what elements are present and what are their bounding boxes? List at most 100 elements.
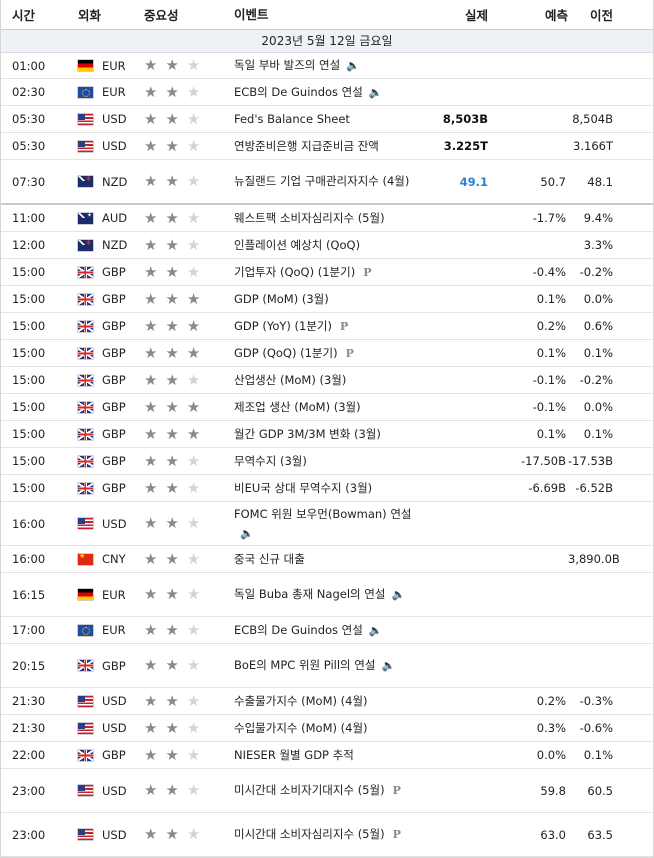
event-currency: CNY [69, 552, 132, 566]
event-title[interactable]: GDP (QoQ) (1분기) [234, 345, 338, 360]
table-row[interactable]: 16:00 CNY ★ ★ ★ 중국 신규 대출 3,890.0B [1, 546, 653, 573]
event-title[interactable]: 독일 Buba 총재 Nagel의 연설 [234, 587, 386, 601]
event-name[interactable]: GDP (MoM) (3월) [224, 290, 424, 309]
speaker-icon: 🔈 [381, 659, 396, 672]
event-title[interactable]: GDP (YoY) (1분기) [234, 318, 332, 333]
table-row[interactable]: 21:30 USD ★ ★ ★ 수입물가지수 (MoM) (4월) 0.3% -0.6% [1, 715, 653, 742]
star-icon: ★ [144, 478, 158, 497]
table-row[interactable]: 15:00 GBP ★ ★ ★ 제조업 생산 (MoM) (3월) -0.1% 0.0% [1, 394, 653, 421]
event-title[interactable]: 수출물가지수 (MoM) (4월) [234, 693, 368, 708]
importance-stars: ★ ★ ★ [132, 720, 224, 736]
event-name[interactable]: 제조업 생산 (MoM) (3월) [224, 398, 424, 417]
event-title[interactable]: 월간 GDP 3M/3M 변화 (3월) [234, 426, 381, 441]
event-name[interactable]: 비EU국 상대 무역수지 (3월) [224, 479, 424, 498]
event-name[interactable]: 무역수지 (3월) [224, 452, 424, 471]
event-title[interactable]: FOMC 위원 보우먼(Bowman) 연설 [234, 506, 412, 521]
event-title[interactable]: 미시간대 소비자기대지수 (5월) [234, 783, 385, 797]
table-row[interactable]: 23:00 USD ★ ★ ★ 미시간대 소비자심리지수 (5월) P 63.0 63.5 [1, 813, 653, 857]
event-name[interactable]: 미시간대 소비자심리지수 (5월) P [224, 825, 424, 844]
event-title[interactable]: 수입물가지수 (MoM) (4월) [234, 720, 368, 735]
flag-eu-icon [78, 624, 93, 636]
flag-de-icon [78, 589, 93, 600]
table-row[interactable]: 05:30 USD ★ ★ ★ Fed's Balance Sheet 8,503B 8,50… [1, 106, 653, 133]
table-row[interactable]: 12:00 NZD ★ ★ ★ 인플레이션 예상치 (QoQ) 3.3% [1, 232, 653, 259]
event-name[interactable]: 중국 신규 대출 [224, 550, 424, 569]
event-title[interactable]: 미시간대 소비자심리지수 (5월) [234, 827, 385, 841]
table-row[interactable]: 20:15 GBP ★ ★ ★ BoE의 MPC 위원 Pill의 연설 🔈 [1, 644, 653, 688]
event-name[interactable]: ECB의 De Guindos 연설 🔈 [224, 83, 424, 102]
table-row[interactable]: 15:00 GBP ★ ★ ★ 무역수지 (3월) -17.50B -17.53B [1, 448, 653, 475]
event-name[interactable]: GDP (QoQ) (1분기) P [224, 344, 424, 363]
event-currency: NZD [69, 175, 132, 189]
event-name[interactable]: ECB의 De Guindos 연설 🔈 [224, 621, 424, 640]
table-row[interactable]: 15:00 GBP ★ ★ ★ GDP (QoQ) (1분기) P 0.1% 0.1% [1, 340, 653, 367]
table-row[interactable]: 16:15 EUR ★ ★ ★ 독일 Buba 총재 Nagel의 연설 🔈 [1, 573, 653, 617]
event-title[interactable]: ECB의 De Guindos 연설 [234, 622, 363, 637]
preliminary-icon: P [345, 346, 354, 360]
event-actual: 8,503B [442, 112, 488, 126]
event-name[interactable]: 미시간대 소비자기대지수 (5월) P [224, 781, 424, 800]
event-name[interactable]: FOMC 위원 보우먼(Bowman) 연설 🔈 [224, 505, 424, 543]
table-row[interactable]: 11:00 AUD ★ ★ ★ 웨스트팩 소비자심리지수 (5월) -1.7% 9.4% [1, 205, 653, 232]
flag-gb-icon [78, 482, 93, 494]
importance-stars: ★ ★ ★ [132, 399, 224, 415]
event-title[interactable]: 무역수지 (3월) [234, 453, 307, 468]
event-title[interactable]: 연방준비은행 지급준비금 잔액 [234, 138, 379, 153]
table-row[interactable]: 16:00 USD ★ ★ ★ FOMC 위원 보우먼(Bowman) 연설 🔈 [1, 502, 653, 546]
table-row[interactable]: 22:00 GBP ★ ★ ★ NIESER 월별 GDP 추적 0.0% 0.1% [1, 742, 653, 769]
event-title[interactable]: 인플레이션 예상치 (QoQ) [234, 237, 361, 252]
event-title[interactable]: 기업투자 (QoQ) (1분기) [234, 264, 356, 279]
event-name[interactable]: 웨스트팩 소비자심리지수 (5월) [224, 209, 424, 228]
table-row[interactable]: 05:30 USD ★ ★ ★ 연방준비은행 지급준비금 잔액 3.225T 3.166T [1, 133, 653, 160]
table-row[interactable]: 02:30 EUR ★ ★ ★ ECB의 De Guindos 연설 🔈 [1, 79, 653, 106]
event-title[interactable]: 산업생산 (MoM) (3월) [234, 372, 347, 387]
event-title[interactable]: BoE의 MPC 위원 Pill의 연설 [234, 658, 376, 672]
star-icon: ★ [144, 549, 158, 568]
event-name[interactable]: 수입물가지수 (MoM) (4월) [224, 719, 424, 738]
star-icon: ★ [165, 478, 179, 497]
event-title[interactable]: 중국 신규 대출 [234, 551, 305, 566]
event-title[interactable]: Fed's Balance Sheet [234, 111, 350, 126]
table-row[interactable]: 23:00 USD ★ ★ ★ 미시간대 소비자기대지수 (5월) P 59.8 60.5 [1, 769, 653, 813]
event-currency: GBP [69, 748, 132, 762]
event-title[interactable]: 웨스트팩 소비자심리지수 (5월) [234, 210, 385, 225]
event-name[interactable]: BoE의 MPC 위원 Pill의 연설 🔈 [224, 656, 424, 675]
event-name[interactable]: Fed's Balance Sheet [224, 110, 424, 129]
table-row[interactable]: 21:30 USD ★ ★ ★ 수출물가지수 (MoM) (4월) 0.2% -0.3% [1, 688, 653, 715]
event-name[interactable]: 기업투자 (QoQ) (1분기) P [224, 263, 424, 282]
event-name[interactable]: 뉴질랜드 기업 구매관리자지수 (4월) [224, 172, 424, 191]
event-name[interactable]: GDP (YoY) (1분기) P [224, 317, 424, 336]
event-name[interactable]: NIESER 월별 GDP 추적 [224, 746, 424, 765]
table-row[interactable]: 15:00 GBP ★ ★ ★ 산업생산 (MoM) (3월) -0.1% -0.2% [1, 367, 653, 394]
event-title[interactable]: 독일 부바 발즈의 연설 [234, 58, 341, 72]
table-row[interactable]: 01:00 EUR ★ ★ ★ 독일 부바 발즈의 연설 🔈 [1, 53, 653, 79]
event-title[interactable]: GDP (MoM) (3월) [234, 291, 329, 306]
table-header: 시간 외화 중요성 이벤트 실제 예측 이전 [1, 0, 653, 30]
event-title[interactable]: 제조업 생산 (MoM) (3월) [234, 399, 361, 414]
star-icon: ★ [186, 656, 201, 674]
star-icon: ★ [165, 691, 179, 710]
table-row[interactable]: 17:00 EUR ★ ★ ★ ECB의 De Guindos 연설 🔈 [1, 617, 653, 644]
event-title[interactable]: NIESER 월별 GDP 추적 [234, 747, 354, 762]
table-row[interactable]: 15:00 GBP ★ ★ ★ 기업투자 (QoQ) (1분기) P -0.4% -0.2% [1, 259, 653, 286]
event-name[interactable]: 독일 부바 발즈의 연설 🔈 [224, 56, 424, 75]
event-name[interactable]: 산업생산 (MoM) (3월) [224, 371, 424, 390]
table-row[interactable]: 07:30 NZD ★ ★ ★ 뉴질랜드 기업 구매관리자지수 (4월) 49.1 50.7 4… [1, 160, 653, 205]
table-row[interactable]: 15:00 GBP ★ ★ ★ 월간 GDP 3M/3M 변화 (3월) 0.1% 0.1% [1, 421, 653, 448]
event-name[interactable]: 수출물가지수 (MoM) (4월) [224, 692, 424, 711]
event-title[interactable]: ECB의 De Guindos 연설 [234, 84, 363, 99]
table-row[interactable]: 15:00 GBP ★ ★ ★ GDP (MoM) (3월) 0.1% 0.0% [1, 286, 653, 313]
event-name[interactable]: 독일 Buba 총재 Nagel의 연설 🔈 [224, 585, 424, 604]
event-previous: -0.2% [579, 373, 613, 387]
event-title[interactable]: 비EU국 상대 무역수지 (3월) [234, 480, 373, 495]
table-row[interactable]: 15:00 GBP ★ ★ ★ GDP (YoY) (1분기) P 0.2% 0.6% [1, 313, 653, 340]
event-name[interactable]: 연방준비은행 지급준비금 잔액 [224, 137, 424, 156]
table-row[interactable]: 15:00 GBP ★ ★ ★ 비EU국 상대 무역수지 (3월) -6.69B -6.52B [1, 475, 653, 502]
event-name[interactable]: 인플레이션 예상치 (QoQ) [224, 236, 424, 255]
event-name[interactable]: 월간 GDP 3M/3M 변화 (3월) [224, 425, 424, 444]
event-title[interactable]: 뉴질랜드 기업 구매관리자지수 (4월) [234, 174, 410, 188]
star-icon: ★ [165, 235, 179, 254]
event-time: 11:00 [12, 211, 46, 225]
event-currency: GBP [69, 346, 132, 360]
currency-code: GBP [102, 400, 126, 414]
